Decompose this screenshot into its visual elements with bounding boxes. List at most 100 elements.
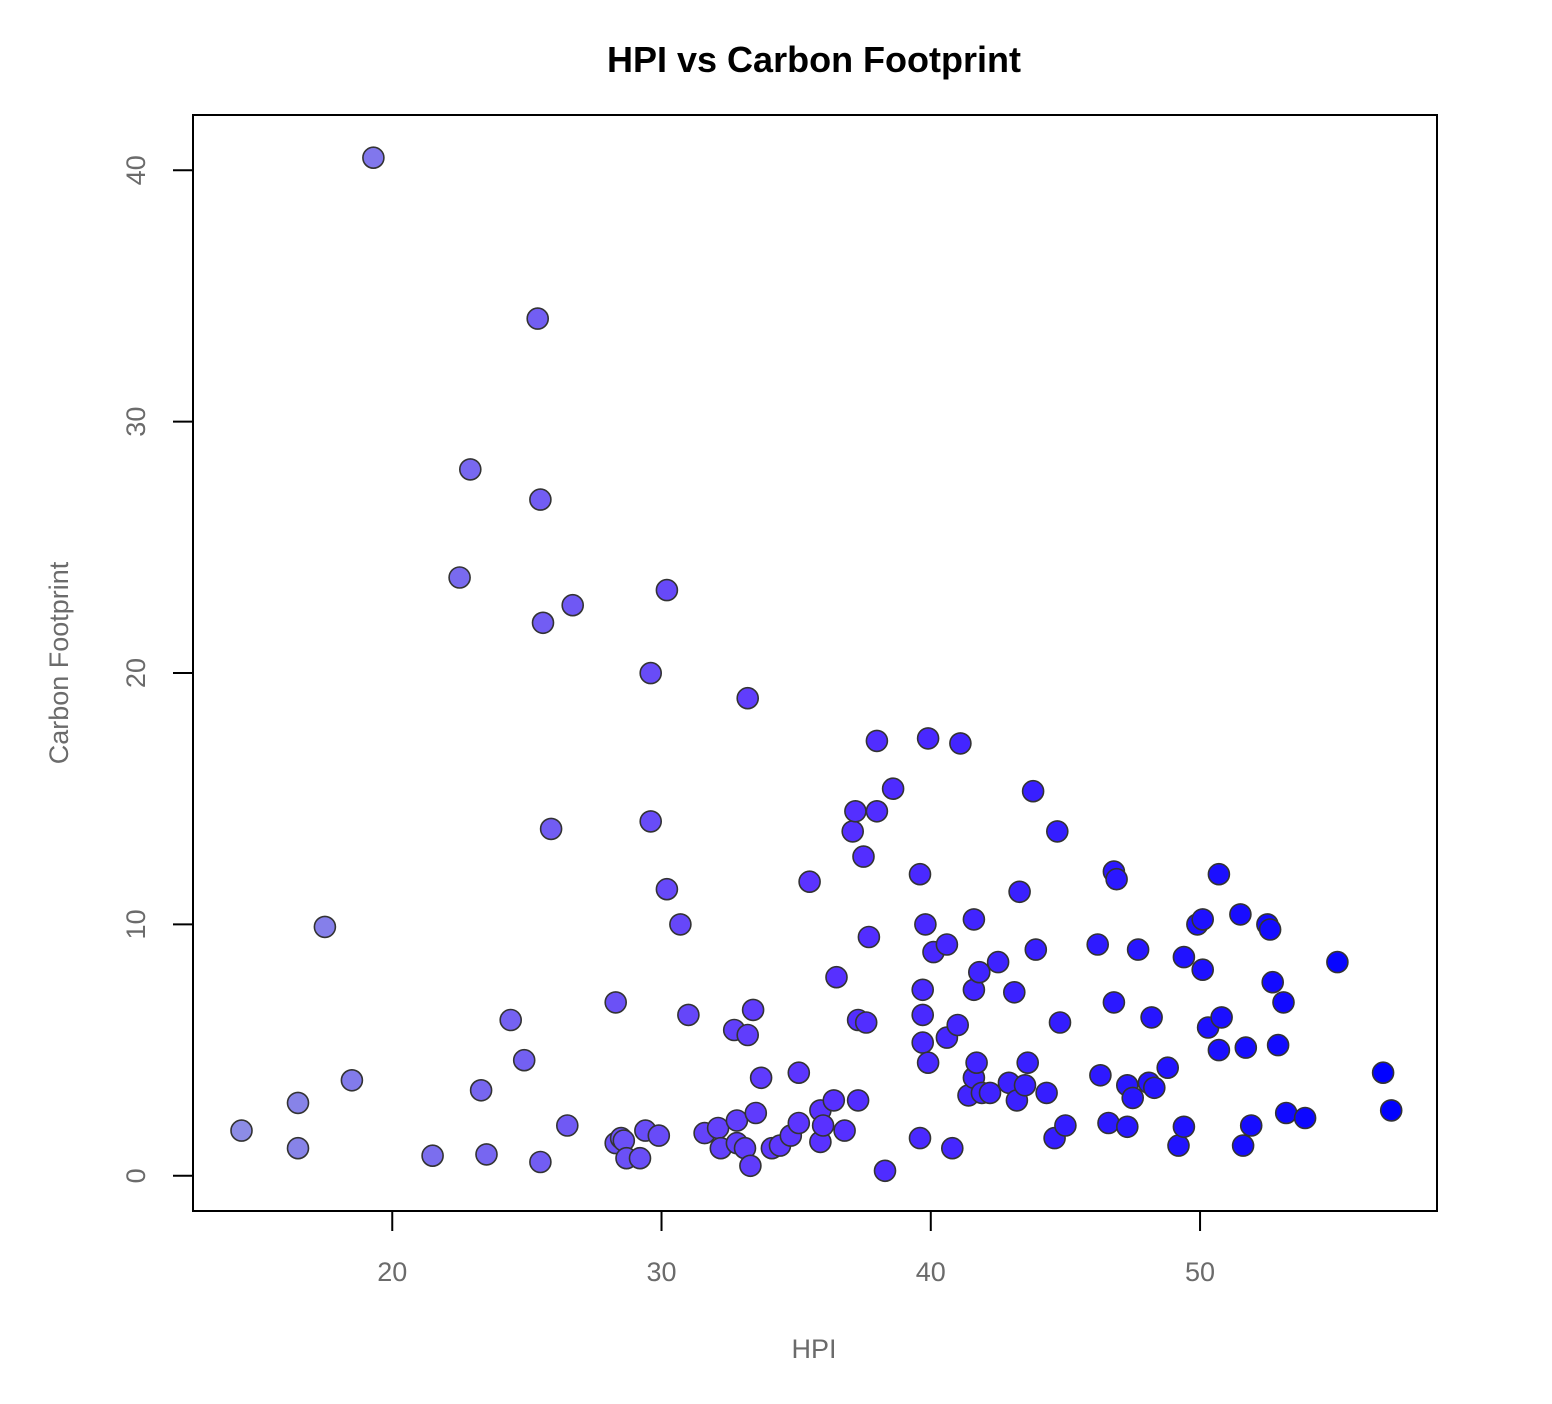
data-point [1274, 1101, 1298, 1125]
x-tick-label: 20 [377, 1257, 407, 1287]
data-point [555, 1114, 579, 1137]
data-point [1013, 1074, 1037, 1097]
data-point [741, 998, 765, 1022]
data-point [1191, 908, 1214, 931]
data-point [1102, 991, 1126, 1014]
data-point [940, 1136, 964, 1160]
data-point [822, 1089, 846, 1112]
x-tick-label: 30 [646, 1257, 676, 1287]
data-point [475, 1143, 498, 1166]
data-point [844, 799, 867, 823]
data-point [1229, 903, 1252, 926]
data-point [946, 1013, 970, 1037]
data-point [1121, 1086, 1144, 1110]
data-point [1231, 1134, 1255, 1157]
data-point [846, 1089, 870, 1112]
x-tick-label: 50 [1185, 1257, 1215, 1287]
x-axis-label: HPI [791, 1334, 836, 1364]
data-point [1021, 779, 1045, 803]
data-point [787, 1111, 811, 1135]
data-point [512, 1048, 536, 1072]
data-point [1379, 1099, 1403, 1122]
data-point [986, 950, 1010, 974]
x-axis: 20 30 40 50 [377, 1210, 1215, 1287]
data-point [1140, 1006, 1163, 1029]
y-axis: 0 10 20 30 40 [121, 155, 194, 1183]
data-point [1272, 991, 1295, 1014]
data-point [739, 1154, 762, 1178]
data-point [865, 799, 889, 823]
data-point [1191, 958, 1214, 982]
data-point [1126, 938, 1150, 961]
data-point [935, 933, 959, 956]
data-point [873, 1159, 897, 1183]
data-point [529, 488, 552, 511]
data-point [857, 925, 881, 949]
data-point [854, 1011, 878, 1034]
data-point [736, 686, 760, 710]
data-point [458, 458, 482, 481]
data-point [1035, 1081, 1058, 1105]
data-point [787, 1061, 811, 1084]
data-point [1054, 1114, 1077, 1137]
data-point [967, 960, 991, 984]
data-point [1048, 1011, 1072, 1034]
y-tick-label: 30 [121, 407, 151, 437]
data-point [865, 729, 889, 753]
data-point [1046, 820, 1069, 843]
data-point [1105, 867, 1128, 891]
x-tick-label: 40 [916, 1257, 946, 1287]
data-point [841, 820, 865, 843]
data-point [340, 1069, 364, 1092]
data-point [1016, 1051, 1039, 1074]
data-point [628, 1146, 652, 1170]
data-point [531, 611, 555, 635]
y-tick-label: 40 [121, 155, 151, 185]
data-point [833, 1119, 856, 1142]
data-point [1156, 1056, 1179, 1079]
data-point [965, 1051, 988, 1074]
data-point [1089, 1064, 1112, 1087]
data-point [908, 862, 932, 886]
data-point [362, 146, 385, 169]
data-point [1086, 933, 1109, 956]
data-point [1002, 980, 1026, 1004]
data-point [1239, 1114, 1263, 1137]
data-point [1207, 1038, 1231, 1062]
data-point [881, 777, 905, 801]
data-point [677, 1003, 700, 1027]
y-axis-label: Carbon Footprint [44, 561, 74, 764]
data-point [725, 1109, 749, 1132]
data-point [655, 877, 679, 901]
data-point [911, 1003, 935, 1027]
data-point [749, 1066, 773, 1090]
data-point [825, 965, 848, 989]
data-point [561, 593, 585, 617]
data-point [1326, 950, 1349, 974]
data-point [669, 913, 692, 936]
data-point [916, 1051, 940, 1074]
data-point [639, 661, 663, 685]
data-point [852, 845, 875, 868]
data-points [230, 146, 1403, 1183]
data-point [1143, 1076, 1166, 1100]
data-point [1024, 938, 1048, 961]
data-point [1207, 862, 1231, 886]
data-point [499, 1008, 523, 1032]
data-point [911, 1031, 935, 1054]
data-point [978, 1081, 1002, 1105]
data-point [1172, 1115, 1196, 1139]
data-point [798, 870, 821, 894]
data-point [529, 1150, 552, 1174]
data-point [1210, 1006, 1233, 1029]
data-point [908, 1126, 932, 1150]
data-point [1116, 1115, 1139, 1139]
data-point [286, 1136, 310, 1160]
data-point [706, 1116, 730, 1140]
data-point [230, 1119, 253, 1142]
data-point [539, 817, 563, 841]
data-point [647, 1124, 671, 1147]
y-tick-label: 20 [121, 658, 151, 688]
data-point [744, 1101, 768, 1125]
